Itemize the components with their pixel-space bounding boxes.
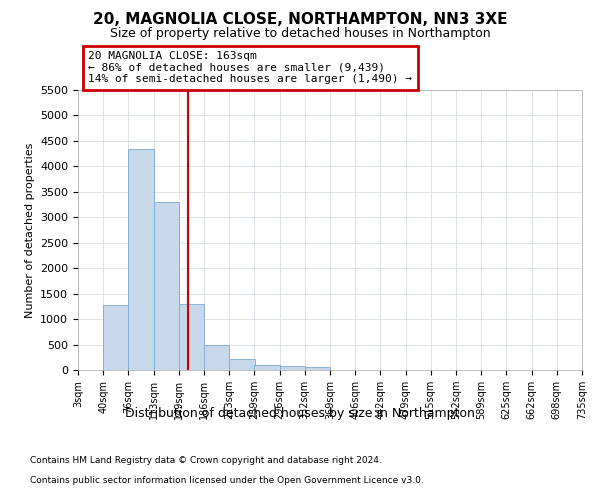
Bar (254, 365, 280, 370)
Text: Distribution of detached houses by size in Northampton: Distribution of detached houses by size … (125, 408, 475, 420)
Text: Size of property relative to detached houses in Northampton: Size of property relative to detached ho… (110, 28, 490, 40)
Bar (204, 344, 229, 370)
Bar (103, 305, 129, 370)
Text: 20, MAGNOLIA CLOSE, NORTHAMPTON, NN3 3XE: 20, MAGNOLIA CLOSE, NORTHAMPTON, NN3 3XE (93, 12, 507, 28)
Bar (229, 359, 255, 370)
Text: 20 MAGNOLIA CLOSE: 163sqm
← 86% of detached houses are smaller (9,439)
14% of se: 20 MAGNOLIA CLOSE: 163sqm ← 86% of detac… (88, 51, 412, 84)
Bar (154, 202, 179, 370)
Bar (128, 148, 154, 370)
Bar (305, 367, 330, 370)
Bar (179, 304, 204, 370)
Text: Contains public sector information licensed under the Open Government Licence v3: Contains public sector information licen… (30, 476, 424, 485)
Bar (280, 366, 305, 370)
Text: Contains HM Land Registry data © Crown copyright and database right 2024.: Contains HM Land Registry data © Crown c… (30, 456, 382, 465)
Y-axis label: Number of detached properties: Number of detached properties (25, 142, 35, 318)
